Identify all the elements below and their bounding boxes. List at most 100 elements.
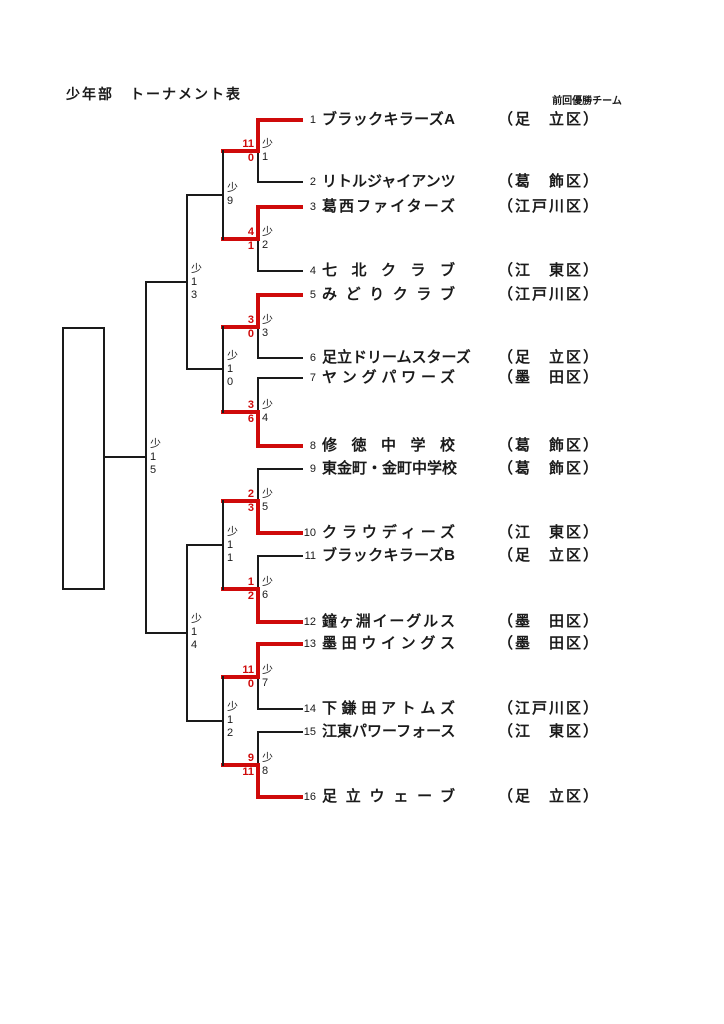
bracket-line [186,544,188,722]
match-score-bottom: 0 [247,677,254,690]
champion-box [62,327,105,590]
bracket-line [256,642,260,679]
winner-out-line [221,762,260,767]
team-row: 10 クラウディーズ （江 東区） [0,523,724,543]
match-label: 少 1 0 [227,349,238,388]
team-line [257,708,303,710]
match-label: 少 9 [227,182,238,207]
team-name: ヤングパワーズ [322,369,455,386]
team-number: 16 [303,791,316,803]
team-line [256,620,303,624]
team-district: （足 立区） [498,788,601,805]
match-score-top: 3 [247,399,254,411]
match-score-bottom: 11 [242,765,254,778]
team-number: 10 [303,527,316,539]
team-district: （江戸川区） [498,286,601,303]
team-district: （江 東区） [498,524,601,541]
bracket-line [257,676,259,710]
team-name: みどりクラブ [322,286,455,303]
team-district: （墨 田区） [498,613,601,630]
match-score-top: 1 [247,576,254,588]
team-row: 15 江東パワーフォース （江 東区） [0,722,724,742]
team-name: クラウディーズ [322,524,455,541]
match-label: 少 4 [262,399,273,424]
team-line [257,731,303,733]
team-line [256,795,303,799]
bracket-line [257,555,259,589]
match-label: 少 2 [262,226,273,251]
bracket-line [257,326,259,359]
team-line [256,531,303,535]
team-row: 11 ブラックキラーズB （足 立区） [0,546,724,566]
team-number: 5 [309,289,316,301]
team-row: 8 修徳中学校 （葛 飾区） [0,436,724,456]
winner-out-line [221,499,260,503]
team-name: 足立ウェーブ [322,788,455,805]
bracket-line [257,731,259,765]
match-score-top: 4 [247,226,254,238]
team-number: 11 [304,550,316,562]
bracket-line [145,281,147,634]
bracket-line [256,410,260,448]
team-line [256,205,303,209]
bracket-line [186,194,188,371]
bracket-line [257,468,259,501]
team-row: 3 葛西ファイターズ （江戸川区） [0,197,724,217]
team-line [257,270,303,272]
match-label: 少 6 [262,576,273,601]
bracket-line [186,544,223,546]
winner-out-line [221,674,260,679]
bracket-line [186,719,223,722]
team-number: 4 [309,265,316,277]
team-row: 12 鐘ヶ淵イーグルス （墨 田区） [0,612,724,632]
match-label: 少 3 [262,313,273,339]
team-district: （江 東区） [498,262,601,279]
team-district: （江戸川区） [498,198,601,215]
match-score-top: 11 [242,663,254,676]
team-district: （江 東区） [498,723,601,740]
team-name: ブラックキラーズB [322,547,455,564]
team-district: （江戸川区） [498,700,601,717]
team-name: 鐘ヶ淵イーグルス [322,613,455,630]
bracket-line [256,205,260,241]
team-name: 東金町・金町中学校 [322,460,458,477]
team-row: 14 下鎌田アトムズ （江戸川区） [0,699,724,719]
team-district: （墨 田区） [498,635,601,652]
bracket-line [256,293,260,329]
team-name: 七北クラブ [322,262,455,279]
bracket-line [145,631,187,634]
team-district: （足 立区） [498,547,601,564]
bracket-line [257,151,259,183]
match-score-bottom: 6 [247,413,254,425]
bracket-line [222,325,224,413]
team-line [256,293,303,297]
team-number: 8 [309,440,316,452]
team-number: 12 [303,616,316,628]
team-name: 修徳中学校 [322,437,455,454]
winner-out-line [221,237,260,241]
team-district: （葛 飾区） [498,173,601,190]
match-label: 少 1 1 [227,525,238,564]
team-row: 6 足立ドリームスターズ （足 立区） [0,348,724,368]
team-line [257,357,303,359]
team-district: （足 立区） [498,349,601,366]
match-score-bottom: 0 [247,327,254,340]
team-name: 墨田ウイングス [322,635,455,652]
match-label: 少 1 4 [191,613,202,652]
team-number: 15 [303,726,316,738]
team-number: 3 [309,201,316,213]
team-line [256,118,303,122]
team-row: 13 墨田ウイングス （墨 田区） [0,634,724,654]
bracket-line [256,587,260,624]
match-label: 少 1 5 [150,437,161,476]
match-score-top: 3 [247,313,254,326]
match-label: 少 1 [262,138,273,163]
team-number: 9 [309,463,316,475]
match-score-bottom: 1 [247,240,254,252]
match-label: 少 7 [262,663,273,689]
match-score-top: 2 [247,488,254,500]
team-line [257,377,303,379]
team-name: リトルジャイアンツ [322,173,456,190]
team-line [256,444,303,448]
team-district: （墨 田区） [498,369,601,386]
